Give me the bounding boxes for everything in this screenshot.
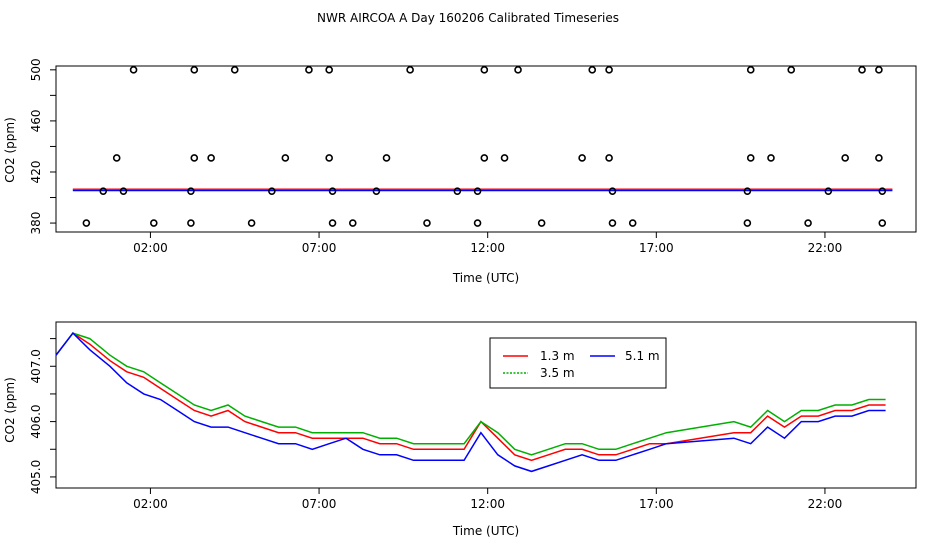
top-point-17 bbox=[281, 154, 290, 162]
top-point-8 bbox=[588, 66, 597, 74]
top-point-42 bbox=[187, 219, 195, 227]
top-point-38 bbox=[824, 187, 833, 195]
top-point-1 bbox=[190, 66, 199, 74]
top-point-33 bbox=[372, 187, 381, 195]
top-point-48 bbox=[537, 219, 546, 227]
top-point-51 bbox=[743, 219, 752, 227]
legend-label-35m: 3.5 m bbox=[540, 366, 575, 380]
bottom-x-tick-label-2: 12:00 bbox=[470, 497, 505, 511]
top-point-35 bbox=[473, 187, 482, 195]
top-point-40 bbox=[82, 219, 91, 227]
bottom-y-axis-label: CO2 (ppm) bbox=[3, 377, 17, 443]
legend-label-51m: 5.1 m bbox=[625, 349, 660, 363]
top-point-31 bbox=[268, 187, 276, 195]
top-point-4 bbox=[325, 66, 333, 74]
top-point-47 bbox=[473, 219, 482, 227]
top-point-52 bbox=[804, 219, 812, 227]
top-point-13 bbox=[875, 66, 883, 74]
top-series-group bbox=[72, 188, 893, 192]
top-y-tick-label-1: 420 bbox=[29, 161, 43, 184]
bottom-y-tick-label-0: 405.0 bbox=[29, 460, 43, 494]
top-point-44 bbox=[328, 219, 337, 227]
top-point-50 bbox=[628, 219, 637, 227]
top-point-0 bbox=[129, 66, 138, 74]
top-point-2 bbox=[230, 66, 239, 74]
top-point-32 bbox=[328, 187, 337, 195]
top-point-30 bbox=[187, 187, 195, 195]
top-plot-frame bbox=[55, 65, 917, 233]
top-points-group bbox=[82, 66, 887, 227]
legend: 1.3 m 5.1 m 3.5 m bbox=[489, 337, 667, 389]
bottom-series-line-2 bbox=[55, 331, 886, 473]
top-point-5 bbox=[406, 66, 414, 74]
top-x-axis: 02:00 07:00 12:00 17:00 22:00 bbox=[133, 232, 842, 255]
top-point-18 bbox=[325, 154, 333, 162]
top-y-tick-label-3: 500 bbox=[29, 58, 43, 81]
top-point-19 bbox=[382, 154, 391, 162]
top-point-11 bbox=[787, 66, 796, 74]
bottom-plot-frame bbox=[55, 321, 917, 489]
top-point-39 bbox=[878, 187, 887, 195]
bottom-x-tick-label-1: 07:00 bbox=[302, 497, 337, 511]
top-point-37 bbox=[743, 187, 752, 195]
top-point-43 bbox=[247, 219, 256, 227]
bottom-x-tick-label-0: 02:00 bbox=[133, 497, 168, 511]
top-point-10 bbox=[746, 66, 755, 74]
top-point-16 bbox=[207, 154, 215, 162]
top-point-9 bbox=[605, 66, 613, 74]
top-y-axis: 380 420 460 500 bbox=[29, 58, 56, 235]
top-point-23 bbox=[605, 154, 613, 162]
top-point-34 bbox=[453, 187, 462, 195]
top-point-26 bbox=[841, 154, 849, 162]
top-point-21 bbox=[500, 154, 509, 162]
top-point-27 bbox=[875, 154, 883, 162]
bottom-series-line-0 bbox=[55, 332, 886, 462]
top-point-6 bbox=[480, 66, 489, 74]
top-point-15 bbox=[190, 154, 199, 162]
top-point-29 bbox=[119, 187, 128, 195]
top-y-tick-label-2: 460 bbox=[29, 109, 43, 132]
top-x-tick-label-1: 07:00 bbox=[302, 241, 337, 255]
top-point-12 bbox=[858, 66, 866, 74]
bottom-x-tick-label-3: 17:00 bbox=[639, 497, 674, 511]
top-point-7 bbox=[514, 66, 522, 74]
top-y-tick-label-0: 380 bbox=[29, 212, 43, 235]
bottom-y-tick-label-1: 406.0 bbox=[29, 404, 43, 438]
chart-title: NWR AIRCOA A Day 160206 Calibrated Times… bbox=[317, 11, 619, 25]
top-x-tick-label-3: 17:00 bbox=[639, 241, 674, 255]
top-x-tick-label-4: 22:00 bbox=[808, 241, 843, 255]
top-x-tick-label-0: 02:00 bbox=[133, 241, 168, 255]
top-point-22 bbox=[578, 154, 586, 162]
top-point-28 bbox=[99, 187, 108, 195]
bottom-x-axis-label: Time (UTC) bbox=[452, 524, 519, 538]
bottom-series-group bbox=[55, 331, 886, 473]
top-x-tick-label-2: 12:00 bbox=[470, 241, 505, 255]
bottom-y-axis: 405.0 406.0 407.0 bbox=[29, 338, 56, 494]
bottom-x-axis: 02:00 07:00 12:00 17:00 22:00 bbox=[133, 488, 842, 511]
top-point-41 bbox=[150, 219, 158, 227]
legend-box bbox=[489, 337, 667, 389]
bottom-series-line-1 bbox=[55, 332, 886, 456]
top-point-46 bbox=[423, 219, 431, 227]
top-point-49 bbox=[608, 219, 617, 227]
top-x-axis-label: Time (UTC) bbox=[452, 271, 519, 285]
top-point-3 bbox=[305, 66, 313, 74]
top-point-25 bbox=[767, 154, 775, 162]
top-y-axis-label: CO2 (ppm) bbox=[3, 117, 17, 183]
bottom-x-tick-label-4: 22:00 bbox=[808, 497, 843, 511]
top-point-20 bbox=[480, 154, 489, 162]
top-point-24 bbox=[746, 154, 755, 162]
top-point-14 bbox=[112, 154, 121, 162]
legend-label-13m: 1.3 m bbox=[540, 349, 575, 363]
top-point-36 bbox=[608, 187, 617, 195]
top-point-53 bbox=[878, 219, 887, 227]
top-point-45 bbox=[348, 219, 357, 227]
bottom-y-tick-label-2: 407.0 bbox=[29, 349, 43, 383]
